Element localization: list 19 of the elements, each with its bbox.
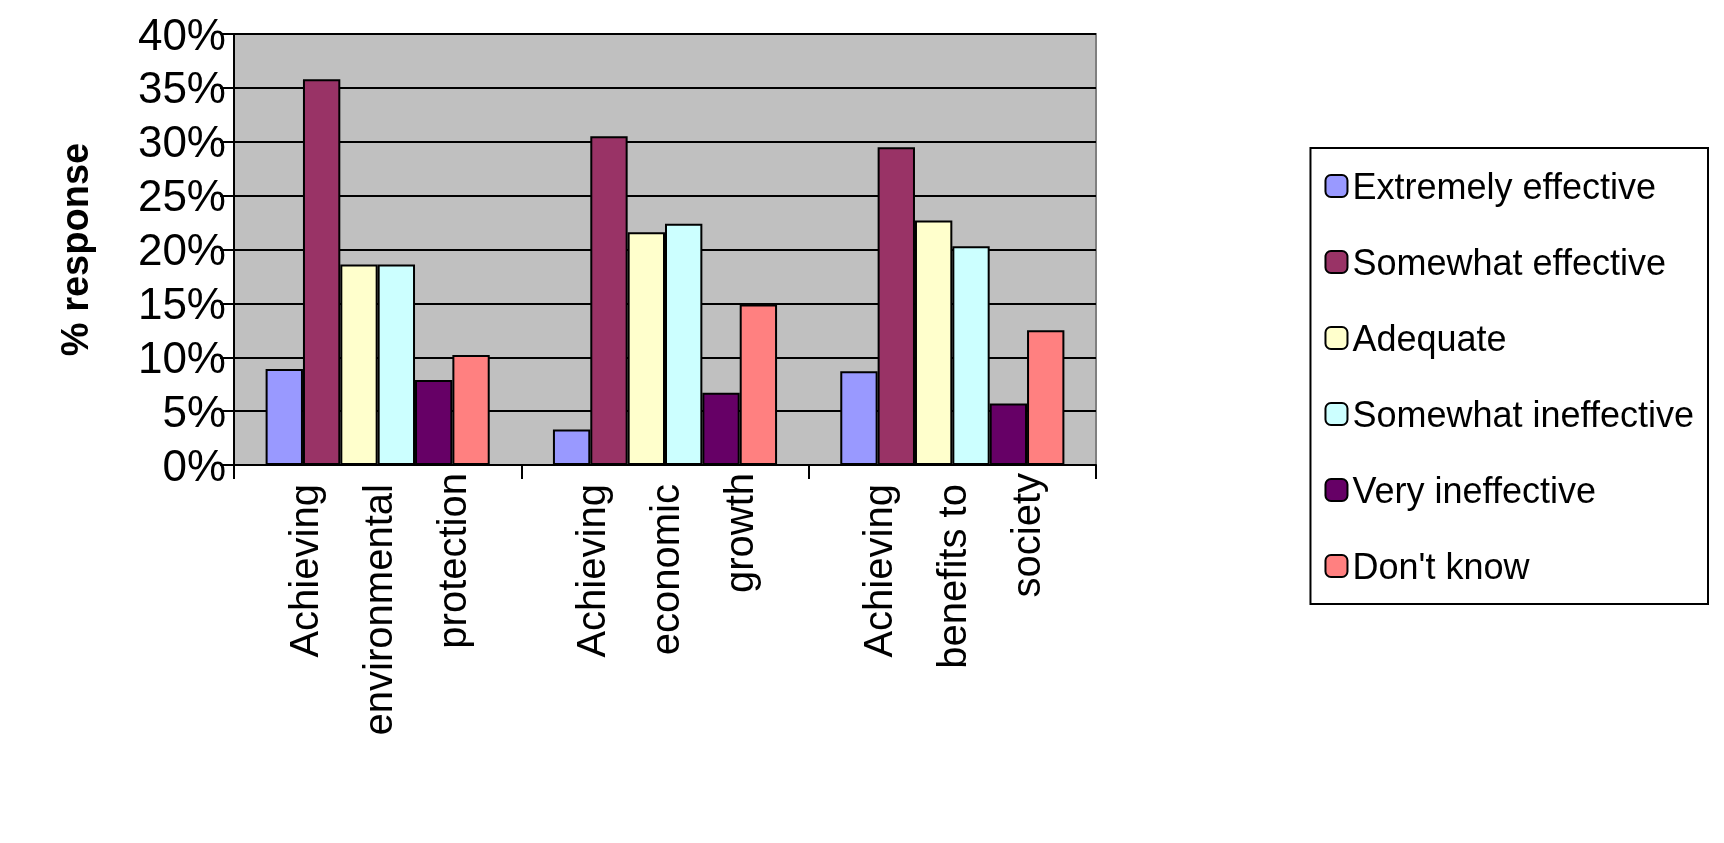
x-tick-label: Achieving environmental protection (281, 473, 474, 736)
y-tick-label: 40% (137, 9, 226, 59)
legend-label: Don't know (1352, 545, 1531, 587)
y-tick-label: 0% (162, 440, 226, 490)
x-tick-label: Achieving benefits to society (856, 473, 1049, 669)
legend-label: Somewhat ineffective (1352, 393, 1695, 435)
legend-label: Somewhat effective (1352, 241, 1666, 283)
y-tick-label: 20% (137, 225, 226, 274)
y-tick-label: 10% (137, 332, 226, 382)
legend-label: Very ineffective (1352, 469, 1596, 511)
y-tick-label: 30% (137, 117, 226, 167)
y-tick-label: 25% (137, 171, 226, 221)
legend-label: Extremely effective (1352, 165, 1656, 207)
x-tick-label: Achieving economic growth (569, 473, 761, 658)
y-tick-label: 5% (162, 386, 226, 436)
legend-label: Adequate (1352, 317, 1507, 359)
y-tick-label: 35% (137, 63, 226, 113)
y-tick-label: 15% (137, 278, 226, 328)
y-axis-title: % response (54, 142, 96, 357)
